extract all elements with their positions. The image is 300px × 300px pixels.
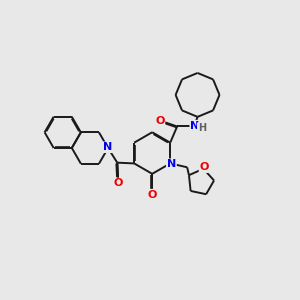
Text: N: N [167, 159, 176, 169]
Text: O: O [148, 190, 157, 200]
Text: O: O [155, 116, 164, 126]
Text: N: N [103, 142, 113, 152]
Text: O: O [113, 178, 123, 188]
Text: N: N [190, 121, 200, 131]
Text: O: O [200, 162, 209, 172]
Text: H: H [198, 123, 206, 133]
